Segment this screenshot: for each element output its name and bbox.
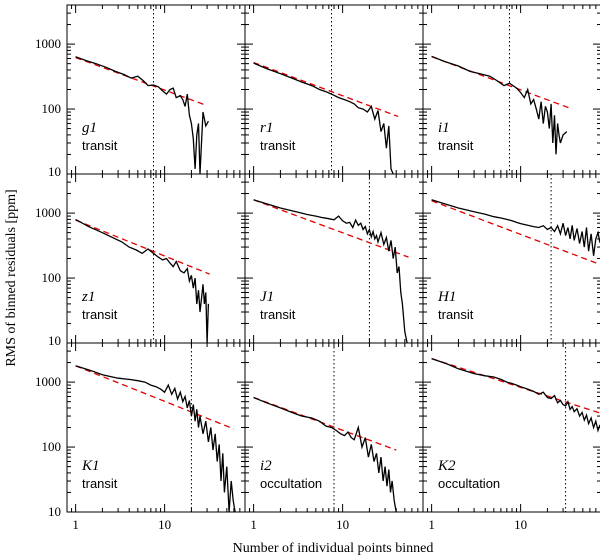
x-axis-title: Number of individual points binned: [233, 541, 434, 556]
band-label: z1: [81, 289, 95, 305]
x-tick-label: 10: [158, 517, 171, 532]
observation-kind-label: transit: [82, 307, 118, 322]
panel-i2: i2 occultation 1 10: [244, 342, 424, 532]
observation-kind-label: transit: [438, 307, 474, 322]
panel-j1: J1 transit: [244, 173, 424, 344]
y-tick-label: 1000: [35, 374, 61, 389]
measured-rms-line: [75, 365, 236, 512]
observation-kind-label: transit: [82, 476, 118, 491]
panel-k1: K1 transit 10 100 1000 1 10: [35, 342, 246, 532]
band-label: r1: [260, 120, 273, 136]
panel-g1: g1 transit 10 100 1000: [35, 4, 246, 179]
y-tick-label: 100: [42, 439, 62, 454]
observation-kind-label: transit: [260, 138, 296, 153]
band-label: i2: [260, 458, 272, 474]
panel-plot-area: [431, 174, 600, 343]
white-noise-line: [431, 357, 600, 414]
panel-plot-area: [431, 5, 573, 174]
panel-frame: [422, 342, 600, 513]
observation-kind-label: transit: [260, 307, 296, 322]
measured-rms-line: [253, 396, 397, 512]
panel-plot-area: [75, 174, 210, 343]
observation-kind-label: transit: [82, 138, 118, 153]
measured-rms-line: [75, 56, 209, 174]
measured-rms-line: [253, 199, 408, 343]
band-label: H1: [437, 289, 456, 305]
measured-rms-line: [253, 62, 394, 174]
panel-r1: r1 transit: [244, 4, 424, 175]
white-noise-line: [431, 200, 600, 266]
white-noise-line: [75, 56, 208, 107]
y-tick-label: 10: [48, 164, 61, 179]
observation-kind-label: occultation: [438, 476, 500, 491]
band-label: i1: [438, 120, 450, 136]
observation-kind-label: transit: [438, 138, 474, 153]
panel-i1: i1 transit: [422, 4, 600, 175]
measured-rms-line: [431, 199, 600, 256]
band-label: K1: [81, 458, 100, 474]
panel-h1: H1 transit: [422, 173, 600, 344]
y-tick-label: 1000: [35, 36, 61, 51]
white-noise-line: [253, 199, 409, 258]
x-tick-label: 1: [428, 517, 435, 532]
panel-grid: g1 transit 10 100 1000 r1 transit i1 transit z1 tr…: [35, 4, 600, 532]
panel-k2: K2 occultation 1 10: [422, 342, 600, 532]
observation-kind-label: occultation: [260, 476, 322, 491]
y-tick-label: 10: [48, 504, 61, 519]
band-label: g1: [82, 120, 97, 136]
panel-z1: z1 transit 10 100 1000: [35, 173, 246, 348]
x-tick-label: 1: [72, 517, 79, 532]
measured-rms-line: [431, 357, 600, 433]
x-tick-label: 10: [514, 517, 527, 532]
x-tick-label: 10: [336, 517, 349, 532]
x-tick-label: 1: [250, 517, 257, 532]
white-noise-line: [75, 365, 235, 430]
panel-plot-area: [253, 174, 409, 343]
measured-rms-line: [75, 218, 210, 343]
panel-plot-area: [253, 343, 397, 512]
y-tick-label: 100: [42, 270, 62, 285]
band-label: K2: [437, 458, 456, 474]
white-noise-line: [253, 61, 399, 118]
measured-rms-line: [431, 55, 568, 155]
white-noise-line: [75, 219, 210, 275]
panel-plot-area: [253, 5, 399, 174]
band-label: J1: [260, 289, 274, 305]
panel-plot-area: [75, 343, 236, 512]
y-tick-label: 1000: [35, 205, 61, 220]
panel-plot-area: [75, 5, 209, 174]
y-tick-label: 10: [48, 333, 61, 348]
y-axis-title: RMS of binned residuals [ppm]: [4, 189, 19, 366]
panel-plot-area: [431, 343, 600, 512]
y-tick-label: 100: [42, 101, 62, 116]
